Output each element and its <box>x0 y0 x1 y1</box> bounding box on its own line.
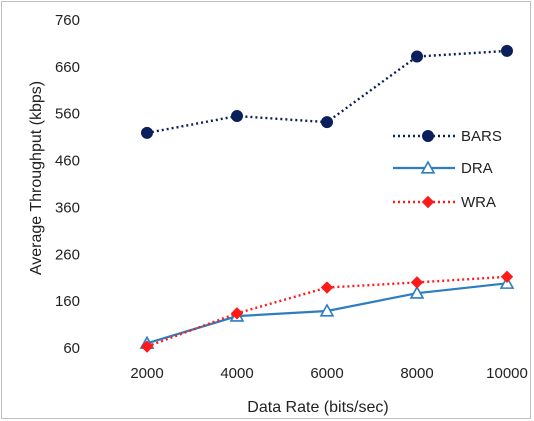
x-axis-ticks: 2000 4000 6000 8000 10000 <box>130 365 528 382</box>
x-tick-label: 8000 <box>400 365 433 382</box>
legend-label-bars: BARS <box>461 128 502 145</box>
y-tick-label: 160 <box>55 293 80 310</box>
y-axis-title: Average Throughput (kbps) <box>28 81 45 275</box>
x-axis-title: Data Rate (bits/sec) <box>247 399 388 416</box>
legend-marker-bars <box>423 131 434 142</box>
y-tick-label: 760 <box>55 12 80 29</box>
y-tick-label: 360 <box>55 199 80 216</box>
x-tick-label: 6000 <box>310 365 343 382</box>
y-tick-label: 660 <box>55 59 80 76</box>
data-point-bars <box>502 45 513 56</box>
y-tick-label: 260 <box>55 246 80 263</box>
x-tick-label: 2000 <box>130 365 163 382</box>
series-bars <box>142 45 513 138</box>
y-tick-label: 460 <box>55 153 80 170</box>
data-point-wra <box>322 282 333 293</box>
data-point-bars <box>412 51 423 62</box>
legend-item-bars: BARS <box>393 128 502 145</box>
y-tick-label: 560 <box>55 106 80 123</box>
data-point-wra <box>502 271 513 282</box>
x-tick-label: 10000 <box>486 365 528 382</box>
x-tick-label: 4000 <box>220 365 253 382</box>
data-point-bars <box>142 127 153 138</box>
y-tick-label: 60 <box>63 340 80 357</box>
data-point-bars <box>232 111 243 122</box>
legend: BARS DRA WRA <box>393 128 502 211</box>
data-point-wra <box>412 277 423 288</box>
y-axis-ticks: 60 160 260 360 460 560 660 760 <box>55 12 80 357</box>
data-point-bars <box>322 117 333 128</box>
legend-label-wra: WRA <box>461 194 496 211</box>
series-layer <box>141 45 513 352</box>
legend-item-wra: WRA <box>393 194 496 211</box>
legend-item-dra: DRA <box>393 160 493 177</box>
legend-marker-wra <box>423 197 434 208</box>
legend-label-dra: DRA <box>461 160 493 177</box>
